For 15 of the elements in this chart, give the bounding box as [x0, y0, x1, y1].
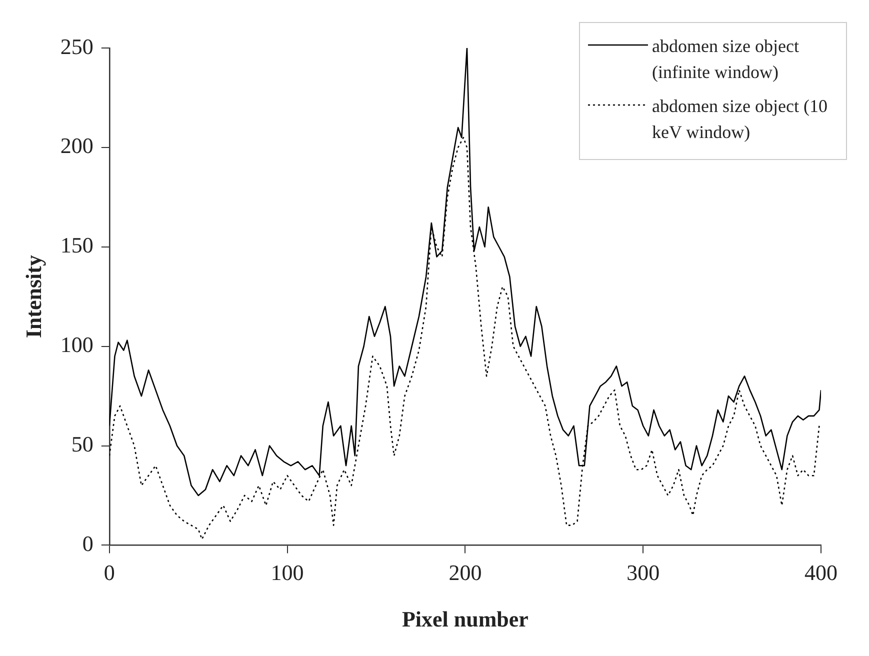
x-tick-label: 200	[448, 560, 482, 586]
legend-label: abdomen size object (10 keV window)	[652, 95, 828, 144]
x-tick-label: 400	[804, 560, 838, 586]
x-axis-title: Pixel number	[402, 606, 529, 632]
x-tick-label: 300	[626, 560, 660, 586]
legend-label: abdomen size object (infinite window)	[652, 35, 800, 84]
y-tick-label: 50	[71, 432, 94, 457]
y-tick-label: 0	[82, 530, 94, 556]
y-tick-label: 200	[60, 133, 94, 158]
y-tick-label: 100	[60, 332, 94, 358]
x-tick-label: 100	[270, 560, 304, 586]
y-axis-title: Intensity	[20, 255, 46, 338]
y-tick-label: 150	[60, 232, 94, 258]
y-tick-label: 250	[60, 34, 94, 59]
x-tick-label: 0	[104, 560, 115, 586]
